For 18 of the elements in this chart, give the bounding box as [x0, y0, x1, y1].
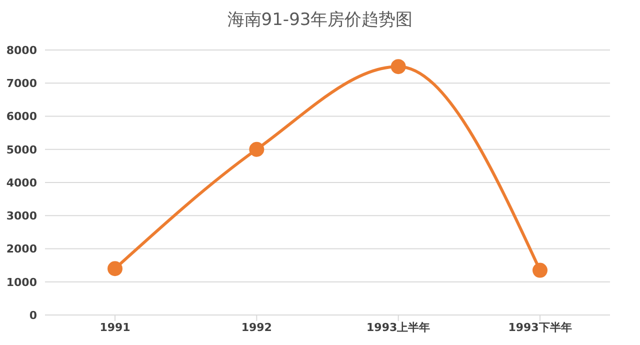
y-tick-label: 4000: [6, 176, 38, 190]
y-tick-label: 7000: [6, 77, 38, 90]
x-tick-label: 1993上半年: [366, 320, 430, 334]
y-tick-label: 8000: [6, 44, 38, 57]
y-tick-label: 2000: [6, 242, 38, 256]
y-tick-label: 5000: [6, 143, 38, 156]
point: [249, 142, 264, 157]
y-tick-label: 1000: [6, 276, 38, 289]
point: [390, 59, 406, 74]
y-tick-label: 6000: [6, 110, 38, 124]
y-tick-label: 0: [29, 308, 38, 322]
y-tick-label: 3000: [6, 210, 38, 223]
chart-title: 海南91-93年房价趋势图: [226, 9, 414, 31]
x-tick-label: 1992: [241, 320, 272, 334]
point: [532, 262, 548, 278]
point: [108, 261, 122, 276]
x-tick-label: 1993下半年: [508, 320, 572, 334]
x-tick-label: 1991: [100, 320, 130, 334]
